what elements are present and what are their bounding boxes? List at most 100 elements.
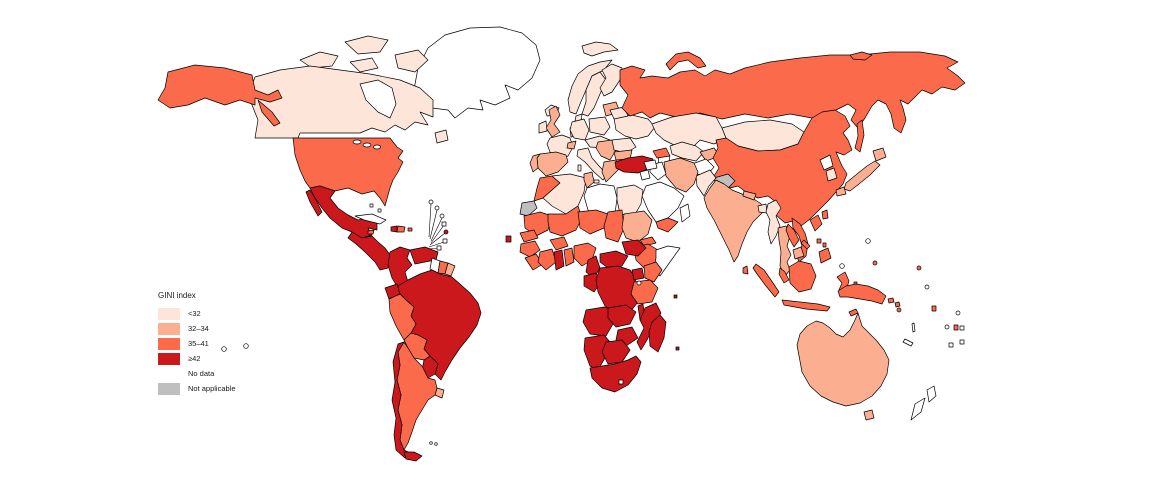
region-kazakhstan [652, 113, 726, 150]
region-antilles-island [440, 214, 444, 218]
region-java [782, 300, 830, 311]
great-lake-1 [353, 140, 361, 144]
region-new-siberian-islands [850, 52, 872, 60]
region-poland [589, 117, 610, 135]
region-kenya [644, 262, 662, 282]
region-sumatra [753, 264, 779, 297]
lake-victoria [637, 281, 641, 285]
region-pacific-island [840, 264, 845, 269]
region-baja-california [306, 190, 322, 216]
region-syria [644, 160, 657, 170]
legend-label-ge42: ≥42 [188, 354, 201, 363]
legend-swatch-na [158, 382, 180, 395]
region-south-africa [590, 356, 641, 392]
region-uzbekistan-turkmenistan [670, 142, 704, 161]
region-antilles-island [429, 200, 433, 204]
region-antilles-island [442, 222, 446, 226]
region-eritrea [640, 237, 656, 246]
legend-swatch-ge42 [158, 352, 180, 365]
region-spain [537, 152, 568, 176]
legend-rows: <32 32–34 35–41 ≥42 No data Not applicable [158, 306, 236, 396]
region-new-caledonia [903, 339, 913, 346]
region-borneo [789, 261, 816, 292]
region-philippines-mindanao [819, 248, 831, 263]
region-falkland [435, 443, 438, 446]
antilles-leader-lines [426, 204, 445, 254]
region-new-guinea [838, 284, 886, 304]
region-ukraine [614, 115, 655, 139]
region-namibia [584, 335, 610, 370]
region-chad [604, 210, 624, 242]
region-seychelles [674, 295, 677, 298]
region-svalbard [582, 42, 618, 56]
region-sakhalin [855, 120, 864, 152]
region-sri-lanka [743, 266, 748, 274]
region-canada [250, 66, 433, 138]
region-japan-hokkaido [873, 148, 886, 161]
region-niger [578, 210, 608, 234]
region-puerto-rico [408, 228, 412, 231]
region-pacific-island [960, 340, 964, 344]
region-fiji [954, 325, 958, 330]
region-iran [664, 158, 698, 192]
region-pacific-island [949, 343, 953, 347]
region-jordan [640, 170, 650, 180]
region-pacific-island [960, 326, 964, 330]
region-portugal [530, 154, 540, 172]
region-canada-arctic [345, 36, 388, 54]
region-tunisia [584, 172, 594, 188]
region-sardinia [578, 165, 581, 171]
region-alaska-panhandle [258, 100, 280, 126]
region-novaya-zemlya [666, 52, 706, 70]
region-venezuela [410, 247, 438, 264]
region-cameroon [586, 256, 600, 278]
region-myanmar [766, 200, 781, 244]
region-newfoundland [435, 130, 448, 143]
region-laos [786, 224, 799, 247]
region-philippines-luzon [810, 215, 822, 231]
region-senegal-gambia [520, 230, 538, 242]
legend-label-lt32: <32 [188, 309, 201, 318]
region-guinea [520, 241, 540, 257]
region-pacific-island [925, 285, 929, 289]
region-chile [392, 342, 410, 458]
region-belarus [610, 107, 628, 119]
region-caucasus [653, 148, 670, 158]
region-madagascar [649, 315, 666, 352]
region-bahamas [378, 209, 381, 212]
region-bahamas [370, 204, 373, 207]
region-new-zealand-south [911, 398, 925, 420]
legend-row-v32_34: 32–34 [158, 321, 236, 336]
region-mozambique [637, 303, 661, 350]
region-philippines-palawan [801, 240, 810, 249]
region-japan-kyushu [836, 187, 846, 196]
region-tanzania [631, 280, 658, 304]
region-solomon-islands [888, 298, 894, 303]
region-finland [600, 64, 622, 96]
legend-label-nodata: No data [188, 369, 215, 378]
region-bangladesh [758, 204, 767, 213]
region-south-korea [826, 168, 837, 181]
region-polynesia-island [244, 344, 249, 349]
region-pacific-island [866, 239, 871, 244]
region-australia [797, 313, 889, 406]
legend-label-v35_41: 35–41 [188, 339, 209, 348]
region-malaysia [779, 268, 789, 283]
region-togo-benin [564, 248, 574, 266]
region-mauritius [676, 347, 679, 350]
region-mali [548, 206, 582, 236]
hudson-bay [360, 80, 396, 118]
region-usa [293, 138, 403, 206]
great-lake-3 [374, 145, 381, 149]
region-canada-arctic [300, 52, 338, 68]
legend-swatch-nodata [158, 367, 180, 380]
legend-swatch-v32_34 [158, 322, 180, 335]
region-cote-divoire [538, 249, 556, 270]
region-ireland [539, 121, 547, 133]
region-antilles-island [444, 230, 448, 234]
legend-row-lt32: <32 [158, 306, 236, 321]
region-cape-verde [506, 236, 511, 242]
region-north-korea [820, 155, 833, 170]
